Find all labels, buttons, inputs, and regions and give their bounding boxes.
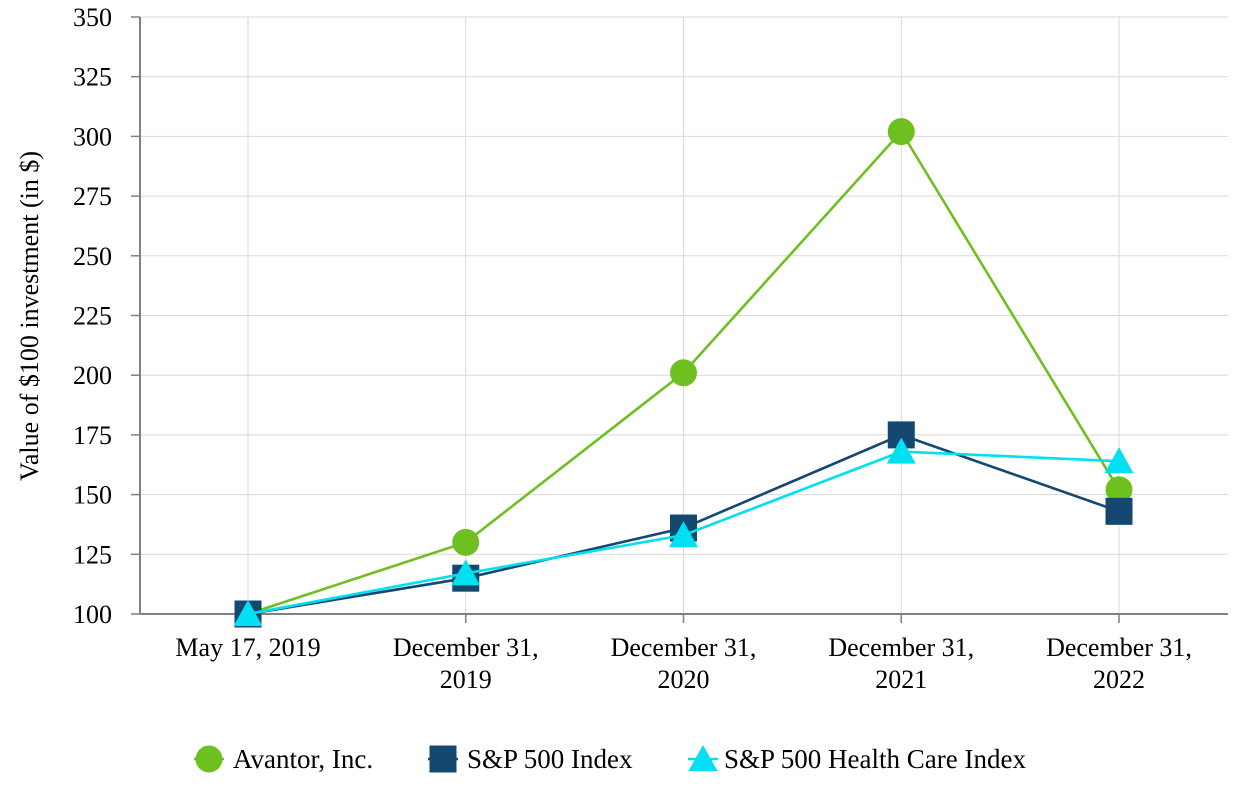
data-point-s-p-500-health-care-index-4 [1104,447,1134,474]
y-tick-label: 250 [73,242,112,271]
x-axis-labels: May 17, 2019 December 31, 2019 December 31,… [175,633,1192,694]
data-point-s-p-500-health-care-index-1 [451,559,481,586]
x-tick-label: December 31, 2019 [393,633,539,694]
axes [131,16,1228,623]
data-point-avantor-inc-2 [670,359,697,387]
y-tick-label: 175 [73,421,112,450]
y-axis-title: Value of $100 investment (in $) [15,151,44,481]
y-tick-label: 325 [73,63,112,92]
data-point-s-p-500-health-care-index-3 [886,437,916,464]
data-point-avantor-inc-3 [887,118,915,146]
legend-label: S&P 500 Index [467,744,633,774]
y-axis-labels: 100 125 150 175 200 225 250 275 300 325 350 [73,3,112,629]
series-s-p-500-health-care-index [233,437,1134,626]
data-point-s-p-500-index-4 [1105,497,1133,525]
data-point-s-p-500-health-care-index-2 [669,521,698,548]
legend-marker-s-p-500-index [429,745,457,773]
y-tick-label: 275 [73,182,112,211]
data-point-avantor-inc-4 [1105,476,1133,504]
x-tick-label: December 31, 2022 [1046,633,1192,694]
legend-item-avantor-inc: Avantor, Inc. [194,744,373,774]
legend-item-s-p-500-index: S&P 500 Index [428,744,633,774]
x-tick-label: December 31, 2021 [828,633,974,694]
y-tick-label: 225 [73,302,112,331]
y-tick-label: 350 [73,3,112,32]
x-tick-label: December 31, 2020 [611,633,757,694]
legend-label: Avantor, Inc. [233,744,373,774]
y-tick-label: 200 [73,361,112,390]
legend-marker-avantor-inc [195,745,223,773]
y-tick-label: 150 [73,481,112,510]
data-point-s-p-500-health-care-index-0 [233,600,263,626]
legend-marker-s-p-500-health-care-index [688,745,718,771]
legend: Avantor, Inc. S&P 500 Index S&P 500 Health… [194,744,1026,774]
legend-item-s-p-500-health-care-index: S&P 500 Health Care Index [688,744,1026,774]
legend-label: S&P 500 Health Care Index [724,744,1026,774]
y-tick-label: 300 [73,122,112,151]
y-tick-label: 100 [73,600,112,629]
x-tick-label: May 17, 2019 [175,633,320,662]
data-point-avantor-inc-1 [452,528,480,556]
y-tick-label: 125 [73,540,112,569]
